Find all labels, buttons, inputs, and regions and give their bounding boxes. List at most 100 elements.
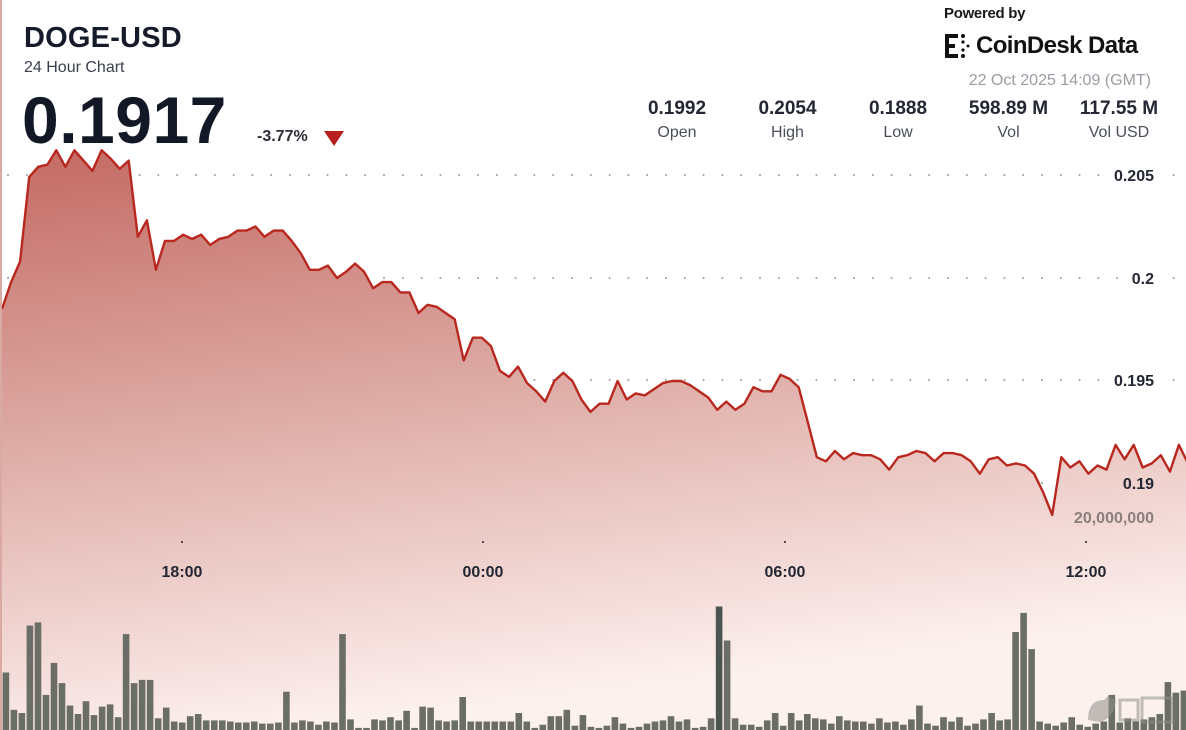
volume-bar (154, 718, 162, 730)
volume-bar (643, 723, 651, 730)
volume-bar (18, 713, 26, 730)
volume-bar (876, 718, 883, 730)
stat-vol: 598.89 M Vol (954, 98, 1064, 142)
volume-bar (2, 672, 10, 730)
volume-bar (531, 727, 539, 730)
volume-tick-label: 20,000,000 (1074, 510, 1154, 527)
volume-bar (235, 722, 242, 730)
volume-bar (619, 723, 627, 730)
volume-bar (539, 724, 547, 730)
volume-bar (1148, 717, 1156, 730)
volume-bar (427, 707, 434, 730)
volume-bar (435, 720, 442, 730)
volume-bar (587, 726, 595, 730)
volume-bar (283, 691, 290, 730)
volume-bar (779, 725, 787, 730)
volume-bar (1028, 649, 1035, 730)
volume-bar (523, 721, 531, 730)
stat-high: 0.2054 High (733, 98, 843, 142)
volume-bar (459, 697, 466, 730)
volume-bar (307, 721, 314, 730)
down-triangle-icon (324, 131, 344, 146)
stat-label: Open (657, 124, 697, 141)
volume-bar (651, 721, 659, 730)
stat-value: 0.1888 (868, 98, 928, 119)
volume-bar (259, 723, 266, 730)
volume-bar (194, 714, 202, 730)
volume-bar (162, 707, 170, 730)
volume-bar (812, 718, 819, 730)
stat-low: 0.1888 Low (843, 98, 953, 142)
brand-logo: CoinDesk Data (944, 32, 1138, 60)
volume-bar (130, 683, 138, 730)
stat-label: Low (883, 124, 913, 141)
volume-bar (948, 721, 955, 730)
volume-bar (1172, 692, 1180, 730)
volume-bar (451, 720, 458, 730)
volume-bar (475, 721, 482, 730)
ticker-symbol: DOGE-USD (24, 22, 182, 54)
volume-bar (723, 640, 731, 730)
volume-bar (467, 721, 474, 730)
volume-bar (595, 727, 603, 730)
stat-value: 598.89 M (968, 98, 1049, 119)
volume-bar (1020, 612, 1027, 730)
stat-value: 0.1992 (647, 98, 707, 119)
volume-bar (1012, 632, 1019, 730)
powered-by-label: Powered by (944, 5, 1026, 22)
stats-row: 0.1992 Open 0.2054 High 0.1888 Low 598.8… (622, 98, 1174, 142)
volume-bar (771, 713, 779, 730)
volume-bar (178, 722, 186, 730)
volume-bar (755, 726, 763, 730)
watermark-logo-icon (1088, 696, 1174, 724)
volume-bar (763, 720, 771, 730)
x-tick-label: 06:00 (765, 564, 806, 581)
price-change-percent: -3.77% (257, 128, 308, 145)
volume-bar (611, 717, 619, 730)
volume-bar (98, 706, 106, 730)
volume-bar (932, 725, 939, 730)
volume-bar (988, 713, 995, 730)
volume-bar (996, 720, 1003, 730)
volume-bar (211, 720, 218, 730)
volume-bar (547, 716, 555, 730)
volume-bar (675, 721, 683, 730)
volume-bar (202, 720, 210, 730)
stat-label: High (771, 124, 804, 141)
volume-bar (884, 722, 891, 730)
volume-bar (1124, 718, 1132, 730)
stat-value: 117.55 M (1079, 98, 1159, 119)
volume-bar (972, 723, 979, 730)
volume-bar (707, 718, 715, 730)
volume-bar (691, 727, 699, 730)
volume-bar (443, 721, 450, 730)
volume-bar (731, 718, 739, 730)
volume-bar (659, 720, 667, 730)
volume-bar (571, 725, 579, 730)
timestamp: 22 Oct 2025 14:09 (GMT) (968, 72, 1151, 89)
volume-bar (291, 722, 298, 730)
volume-bar (26, 625, 34, 730)
volume-bar (411, 727, 418, 730)
x-tick-label: 18:00 (162, 564, 203, 581)
volume-bar (34, 622, 42, 730)
volume-bar (1044, 723, 1051, 730)
volume-bar (106, 704, 114, 730)
volume-bar (1036, 721, 1043, 730)
volume-bar (403, 710, 410, 730)
volume-bar (699, 726, 707, 730)
volume-bar (50, 662, 58, 730)
volume-bar (331, 722, 338, 730)
volume-bar (635, 726, 643, 730)
volume-bar (1004, 719, 1011, 730)
volume-bar (1060, 722, 1067, 730)
volume-bar (892, 721, 899, 730)
stat-label: Vol (997, 124, 1020, 141)
volume-bar (243, 722, 250, 730)
volume-bar (66, 705, 74, 730)
volume-bar (58, 683, 66, 730)
volume-bar (1068, 717, 1075, 730)
volume-bar (739, 724, 747, 730)
